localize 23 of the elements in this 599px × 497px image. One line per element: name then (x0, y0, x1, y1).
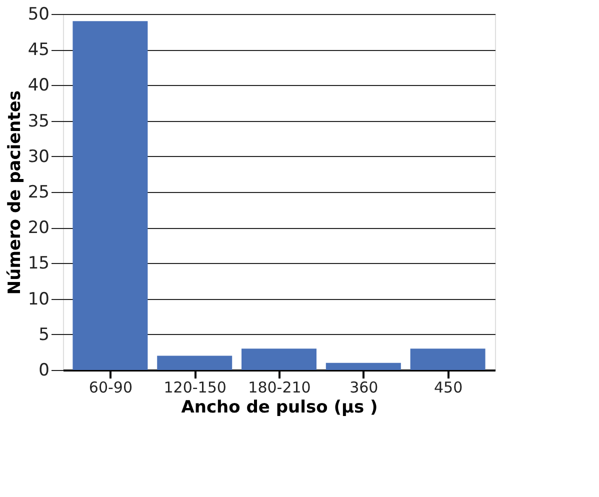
x-tick-label: 180-210 (248, 378, 311, 396)
y-tick-label: 35 (28, 111, 50, 132)
x-axis-title: Ancho de pulso (µs ) (181, 398, 378, 418)
y-axis-title: Número de pacientes (4, 90, 25, 295)
y-tick-label: 40 (28, 76, 50, 96)
bar (72, 21, 148, 370)
x-tick-label: 450 (434, 378, 463, 396)
x-tick-label: 360 (350, 378, 378, 396)
y-tick-label: 30 (28, 146, 50, 167)
x-tick-label: 60-90 (88, 378, 132, 396)
bar (157, 356, 232, 370)
y-tick-label: 10 (28, 289, 50, 310)
y-tick-label: 5 (38, 324, 50, 345)
x-tick-label: 120-150 (164, 378, 226, 396)
bar (410, 348, 486, 370)
bar (242, 348, 316, 370)
y-tick-label: 45 (28, 40, 50, 60)
y-tick-label: 15 (28, 254, 50, 274)
y-tick-label: 20 (28, 218, 50, 238)
y-tick-label: 25 (28, 182, 50, 202)
bar (326, 362, 401, 370)
y-tick-label: 0 (38, 360, 50, 380)
y-tick-label: 50 (28, 4, 50, 24)
